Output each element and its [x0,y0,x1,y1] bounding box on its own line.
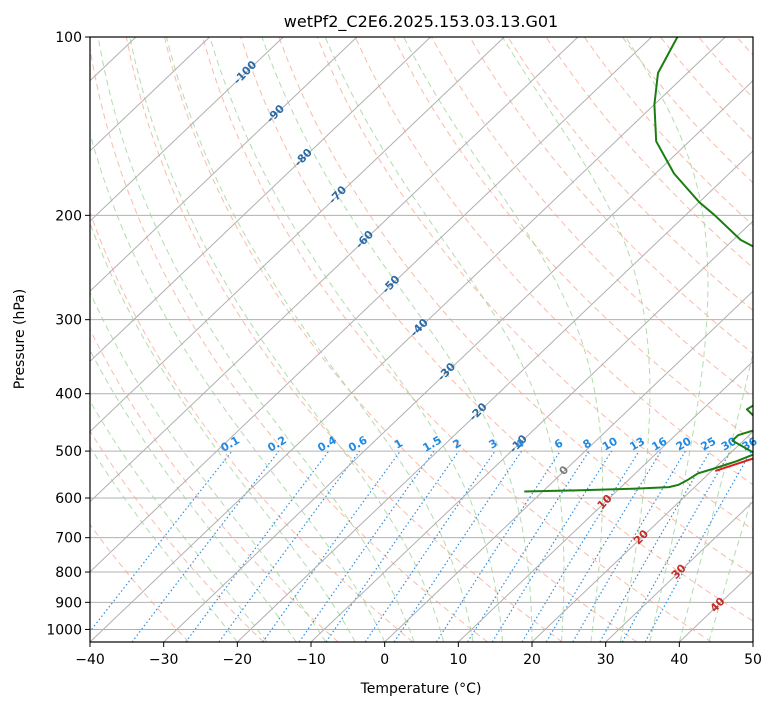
x-tick-label: 30 [597,652,615,668]
y-tick-label: 1000 [46,622,82,638]
x-tick-label: −20 [223,652,253,668]
y-tick-label: 700 [55,531,82,547]
x-axis-label: Temperature (°C) [360,681,482,697]
y-tick-label: 500 [55,444,82,460]
x-tick-label: −40 [75,652,105,668]
y-tick-label: 100 [55,30,82,46]
x-tick-label: 40 [670,652,688,668]
y-tick-label: 900 [55,595,82,611]
x-tick-label: −30 [149,652,179,668]
y-tick-label: 300 [55,313,82,329]
y-tick-label: 800 [55,565,82,581]
x-tick-label: 20 [523,652,541,668]
x-tick-label: 10 [449,652,467,668]
y-tick-label: 200 [55,208,82,224]
x-tick-label: 0 [380,652,389,668]
y-tick-label: 400 [55,387,82,403]
chart-title: wetPf2_C2E6.2025.153.03.13.G01 [284,12,558,32]
x-tick-label: −10 [296,652,326,668]
y-axis-label: Pressure (hPa) [12,289,28,389]
plot-area [90,37,753,642]
y-tick-label: 600 [55,491,82,507]
x-tick-label: 50 [744,652,762,668]
